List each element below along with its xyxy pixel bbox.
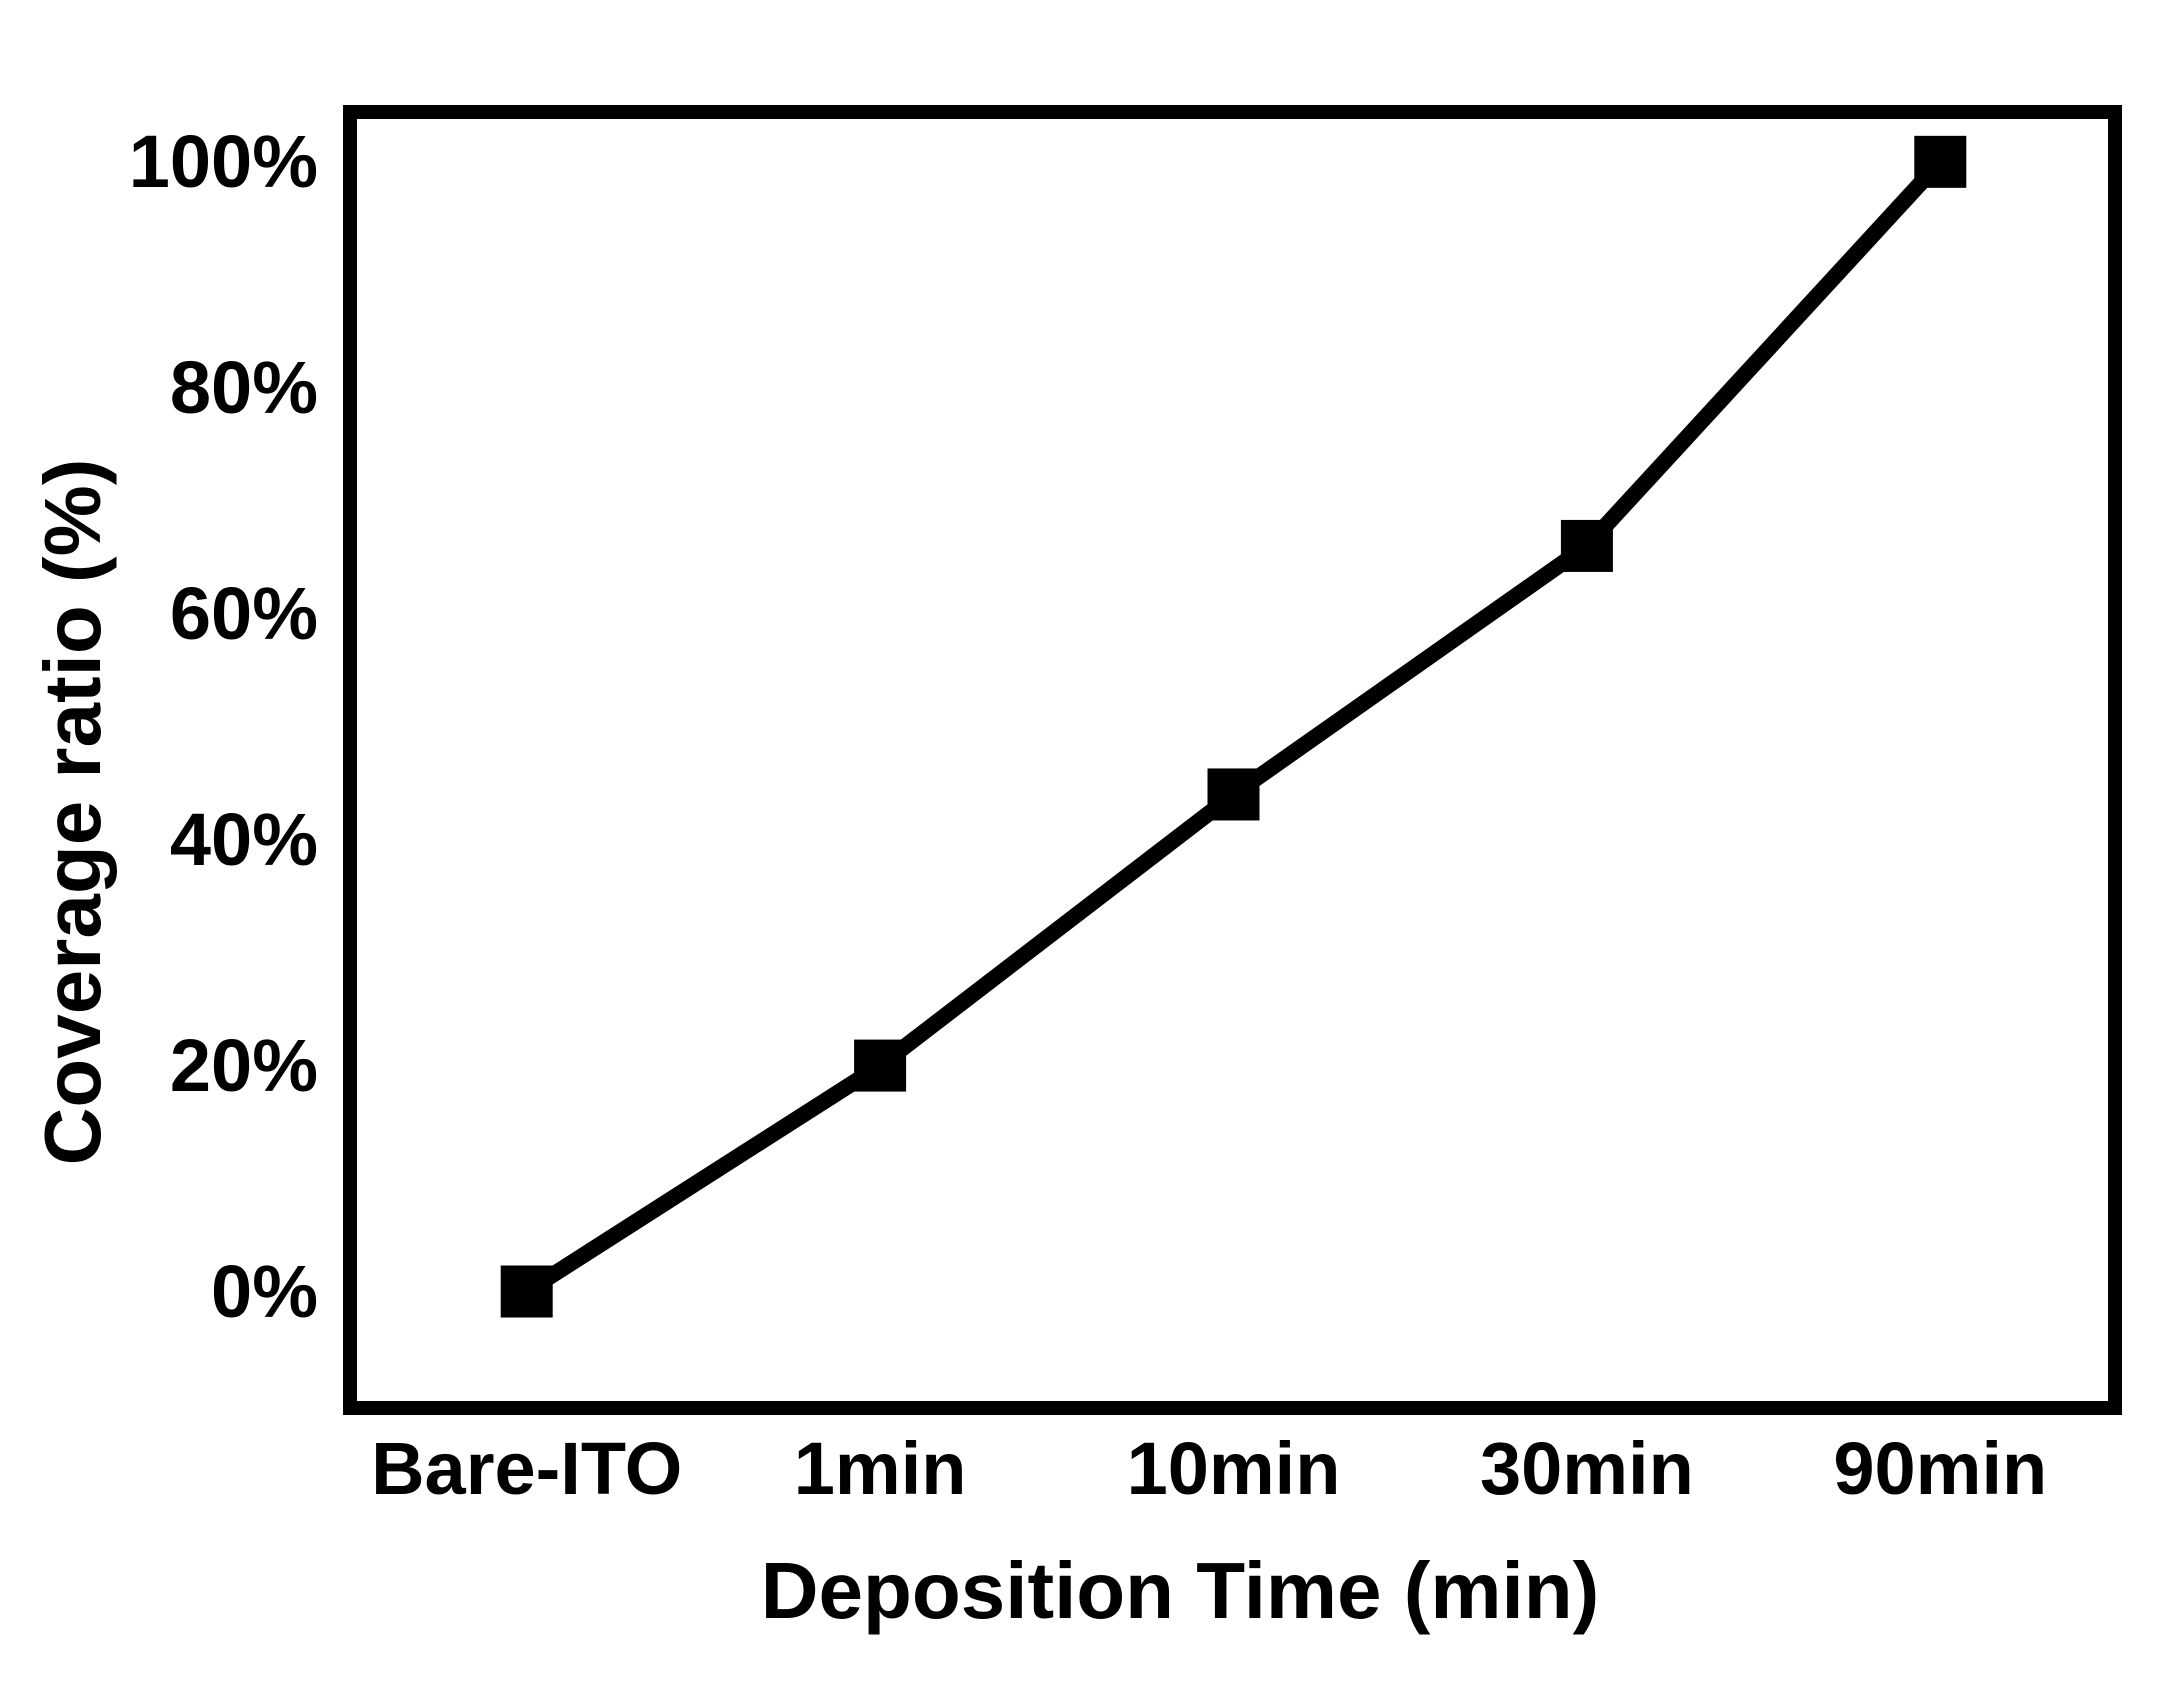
y-tick-label: 0% <box>211 1249 318 1333</box>
y-tick-label: 20% <box>169 1023 318 1107</box>
plot-area <box>343 105 2122 1415</box>
data-point-marker <box>1914 135 1967 188</box>
data-point-marker <box>854 1039 907 1092</box>
data-point-marker <box>1207 768 1260 821</box>
x-tick-label: 1min <box>793 1427 967 1510</box>
y-tick-label: 60% <box>169 571 318 655</box>
x-tick-label: 30min <box>1479 1427 1694 1510</box>
y-axis-title: Coverage ratio (%) <box>28 458 117 1166</box>
x-tick-label: 90min <box>1833 1427 2048 1510</box>
data-point-marker <box>1560 519 1613 572</box>
y-tick-label: 100% <box>128 119 318 203</box>
data-point-marker <box>500 1265 553 1318</box>
x-tick-label: Bare-ITO <box>371 1427 683 1510</box>
x-tick-label: 10min <box>1126 1427 1341 1510</box>
series-line <box>518 153 1949 1300</box>
x-axis-title: Deposition Time (min) <box>760 1546 1600 1635</box>
y-tick-label: 80% <box>169 345 318 429</box>
y-tick-label: 40% <box>169 797 318 881</box>
